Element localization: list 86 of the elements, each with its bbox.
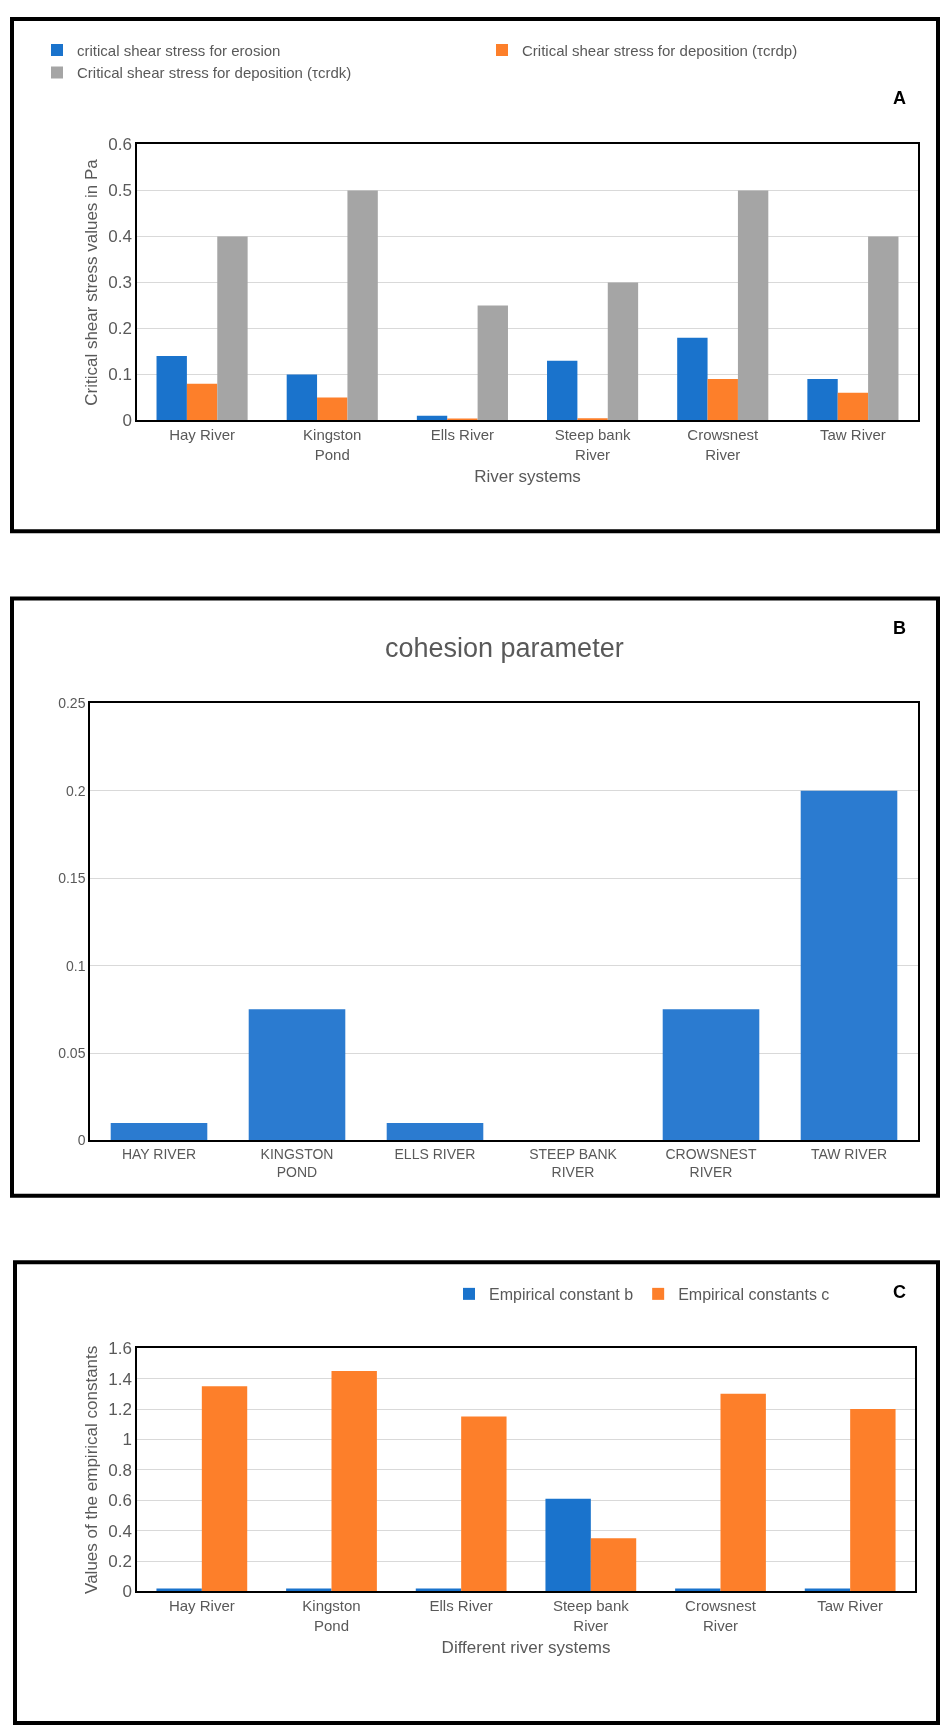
y-tick-label: 0.6 <box>108 135 132 155</box>
bar <box>477 305 508 421</box>
legend-label: Critical shear stress for deposition (τcrdk) <box>77 64 352 82</box>
bar <box>386 1122 484 1141</box>
y-tick-label: 0.2 <box>108 1552 132 1572</box>
y-tick-label: 1.4 <box>108 1369 132 1389</box>
bar <box>547 360 578 421</box>
y-tick-label: 0.5 <box>108 181 132 201</box>
text: B <box>893 618 906 638</box>
bar <box>156 356 187 421</box>
x-tick-label: Kingston Pond <box>302 1597 361 1634</box>
y-tick-label: 0.2 <box>65 782 86 799</box>
bar <box>347 190 378 421</box>
y-tick-label: 0.2 <box>108 319 132 339</box>
bar <box>850 1409 896 1592</box>
bar <box>807 379 838 421</box>
x-tick-label: Kingston Pond <box>303 426 362 463</box>
x-axis-title: Different river systems <box>441 1637 611 1657</box>
y-tick-label: 1 <box>122 1430 132 1450</box>
x-tick-label: Taw River <box>817 1597 884 1615</box>
x-tick-label: Hay River <box>168 1597 235 1615</box>
y-tick-label: 0.4 <box>108 227 132 247</box>
text: A <box>893 88 906 108</box>
y-tick-label: 0 <box>122 411 132 431</box>
x-tick-label: Hay River <box>169 426 236 444</box>
y-tick-label: 1.2 <box>108 1399 132 1419</box>
bar <box>447 418 478 421</box>
bar <box>217 236 248 421</box>
bar <box>737 190 769 421</box>
y-tick-label: 0.3 <box>108 273 132 293</box>
bar <box>317 397 348 421</box>
bar <box>286 1588 332 1592</box>
legend-label: Empirical constants c <box>678 1286 830 1304</box>
y-tick-label: 0.4 <box>108 1521 132 1541</box>
bar <box>545 1498 591 1592</box>
bar <box>110 1122 208 1141</box>
x-tick-label: STEEP BANK RIVER <box>529 1146 618 1181</box>
x-tick-label: Steep bank River <box>554 426 632 463</box>
bar <box>461 1416 507 1592</box>
x-axis-title: River systems <box>474 466 581 486</box>
x-tick-label: TAW RIVER <box>810 1146 888 1163</box>
legend-label: critical shear stress for erosion <box>77 41 281 59</box>
y-tick-label: 0.8 <box>108 1460 132 1480</box>
legend-label: Empirical constant b <box>489 1286 634 1304</box>
x-tick-label: Ells River <box>429 1597 493 1615</box>
bar <box>201 1386 248 1592</box>
bar <box>707 379 738 421</box>
x-tick-label: Crowsnest River <box>685 1597 757 1634</box>
bar <box>662 1009 760 1141</box>
x-tick-label: CROWSNEST RIVER <box>665 1146 757 1181</box>
bar <box>868 236 899 421</box>
bar <box>415 1588 462 1592</box>
x-tick-label: Ells River <box>430 426 495 444</box>
y-tick-label: 0.1 <box>108 365 132 385</box>
y-tick-label: 0.15 <box>58 870 86 887</box>
bar <box>331 1370 377 1592</box>
bar <box>675 1588 721 1592</box>
y-axis-title: Values of the empirical constants <box>82 1345 102 1594</box>
bar <box>800 790 898 1141</box>
x-tick-label: Crowsnest River <box>687 426 760 463</box>
y-tick-label: 0.6 <box>108 1491 132 1511</box>
x-tick-label: KINGSTON POND <box>260 1146 334 1181</box>
chart-title: cohesion parameter <box>385 633 624 663</box>
x-tick-label: HAY RIVER <box>121 1146 197 1163</box>
y-tick-label: 0 <box>77 1132 86 1149</box>
bar <box>677 337 708 421</box>
bar <box>590 1538 637 1592</box>
bar <box>837 392 869 421</box>
bar <box>248 1009 346 1141</box>
y-tick-label: 0.05 <box>58 1044 86 1061</box>
bar <box>286 374 318 421</box>
x-tick-label: Steep bank River <box>552 1597 630 1634</box>
y-tick-label: 1.6 <box>108 1339 132 1359</box>
bar <box>156 1588 202 1592</box>
bar <box>186 383 218 421</box>
bar <box>720 1393 766 1592</box>
y-axis-title: Critical shear stress values in Pa <box>82 158 102 406</box>
y-tick-label: 0.1 <box>65 957 86 974</box>
bar <box>607 282 639 421</box>
x-tick-label: ELLS RIVER <box>394 1146 476 1163</box>
bar <box>804 1588 851 1592</box>
x-tick-label: Taw River <box>819 426 886 444</box>
y-tick-label: 0.25 <box>58 695 86 712</box>
text: C <box>893 1282 906 1302</box>
y-tick-label: 0 <box>122 1582 132 1602</box>
legend-label: Critical shear stress for deposition (τcrdp) <box>522 41 798 59</box>
